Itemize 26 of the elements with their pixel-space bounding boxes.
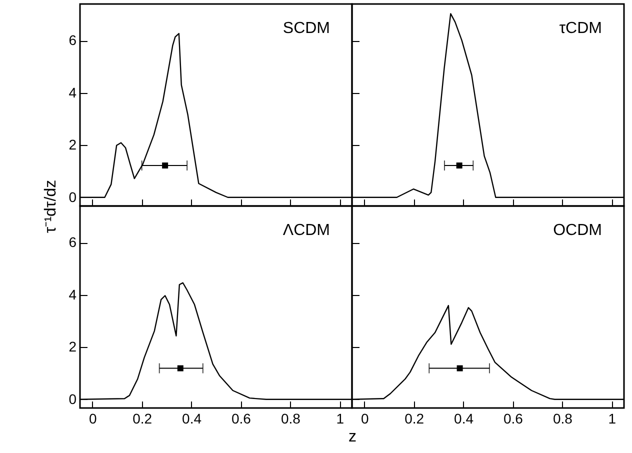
text: SCDM	[282, 20, 330, 37]
x-tick-label: 0.2	[132, 410, 152, 426]
x-tick-label: 0.8	[552, 410, 573, 426]
x-tick-label: 1	[608, 410, 616, 426]
y-tick-label: 4	[68, 84, 77, 100]
y-tick-label: 0	[68, 390, 77, 407]
x-axis-title: z	[348, 428, 356, 446]
x-tick-label: 0	[88, 410, 97, 426]
x-tick-label: 1	[336, 410, 344, 426]
x-tick-label: 0.6	[503, 410, 524, 426]
x-tick-label: 0.4	[182, 410, 202, 426]
y-tick-label: 4	[68, 286, 77, 302]
y-tick-label: 6	[68, 234, 77, 250]
y-axis-title: τ⁻¹dτ/dz	[42, 180, 60, 234]
x-tick-label: 0.4	[454, 410, 474, 426]
text: τCDM	[559, 20, 602, 37]
text: ΛCDM	[282, 222, 330, 239]
y-tick-label: 2	[68, 136, 77, 153]
x-tick-label: 0	[360, 410, 369, 426]
text: OCDM	[553, 222, 602, 239]
y-tick-label: 0	[68, 188, 77, 205]
x-tick-label: 0.6	[231, 410, 252, 426]
x-tick-label: 0.2	[404, 410, 424, 426]
y-tick-label: 2	[68, 338, 77, 355]
x-tick-label: 0.8	[280, 410, 301, 426]
y-tick-label: 6	[68, 32, 77, 48]
